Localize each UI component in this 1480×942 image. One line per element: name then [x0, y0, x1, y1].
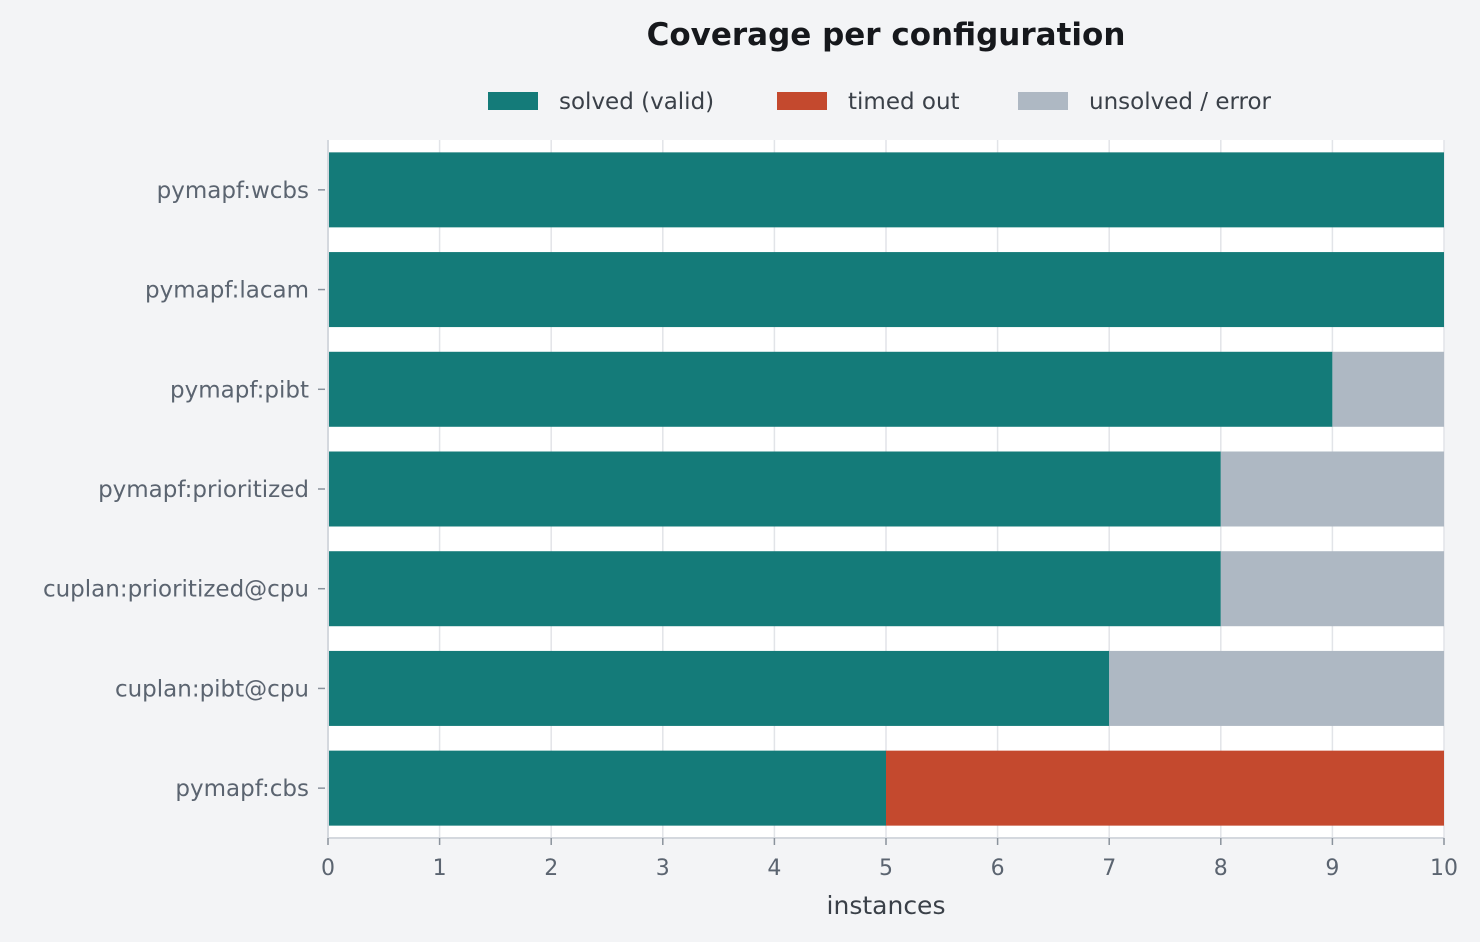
y-category-label: pymapf:cbs	[175, 776, 309, 802]
x-axis-ticks: 0 1 2 3 4 5 6 7 8 9 10	[321, 838, 1458, 881]
x-tick-label: 10	[1430, 856, 1458, 881]
legend-item: solved (valid)	[488, 89, 714, 115]
bars	[328, 152, 1444, 826]
bar-segment	[328, 252, 1444, 328]
x-axis-title: instances	[827, 891, 946, 920]
x-tick-label: 8	[1214, 856, 1228, 881]
bar-segment	[328, 351, 1333, 427]
y-category-label: cuplan:prioritized@cpu	[43, 577, 309, 603]
bar-segment	[328, 451, 1221, 527]
x-tick-label: 1	[433, 856, 447, 881]
legend-swatch	[1018, 92, 1068, 110]
bar-segment	[1109, 650, 1444, 726]
legend-item: unsolved / error	[1018, 89, 1272, 115]
legend-label: timed out	[848, 89, 960, 115]
x-tick-label: 0	[321, 856, 335, 881]
x-tick-label: 3	[656, 856, 670, 881]
x-tick-label: 2	[544, 856, 558, 881]
legend-item: timed out	[777, 89, 960, 115]
legend-swatch	[777, 92, 827, 110]
x-tick-label: 6	[991, 856, 1005, 881]
y-category-label: pymapf:lacam	[145, 278, 309, 304]
bar-segment	[886, 750, 1444, 826]
y-axis-labels: pymapf:wcbs pymapf:lacam pymapf:pibt pymapf…	[43, 178, 325, 802]
bar-segment	[328, 551, 1221, 627]
bar-segment	[328, 152, 1444, 228]
bar-segment	[1220, 451, 1444, 527]
legend-label: solved (valid)	[559, 89, 714, 115]
bar-segment	[328, 650, 1110, 726]
bar-segment	[1220, 551, 1444, 627]
bar-segment	[1332, 351, 1444, 427]
x-tick-label: 4	[767, 856, 781, 881]
x-tick-label: 9	[1325, 856, 1339, 881]
bar-segment	[328, 750, 886, 826]
legend: solved (valid) timed out unsolved / error	[488, 89, 1272, 115]
y-category-label: cuplan:pibt@cpu	[115, 676, 309, 702]
x-tick-label: 5	[879, 856, 893, 881]
chart-title: Coverage per configuration	[647, 17, 1126, 53]
legend-label: unsolved / error	[1089, 89, 1272, 115]
y-category-label: pymapf:wcbs	[157, 178, 309, 204]
legend-swatch	[488, 92, 538, 110]
y-category-label: pymapf:prioritized	[98, 477, 309, 503]
x-tick-label: 7	[1102, 856, 1116, 881]
y-category-label: pymapf:pibt	[170, 377, 309, 403]
